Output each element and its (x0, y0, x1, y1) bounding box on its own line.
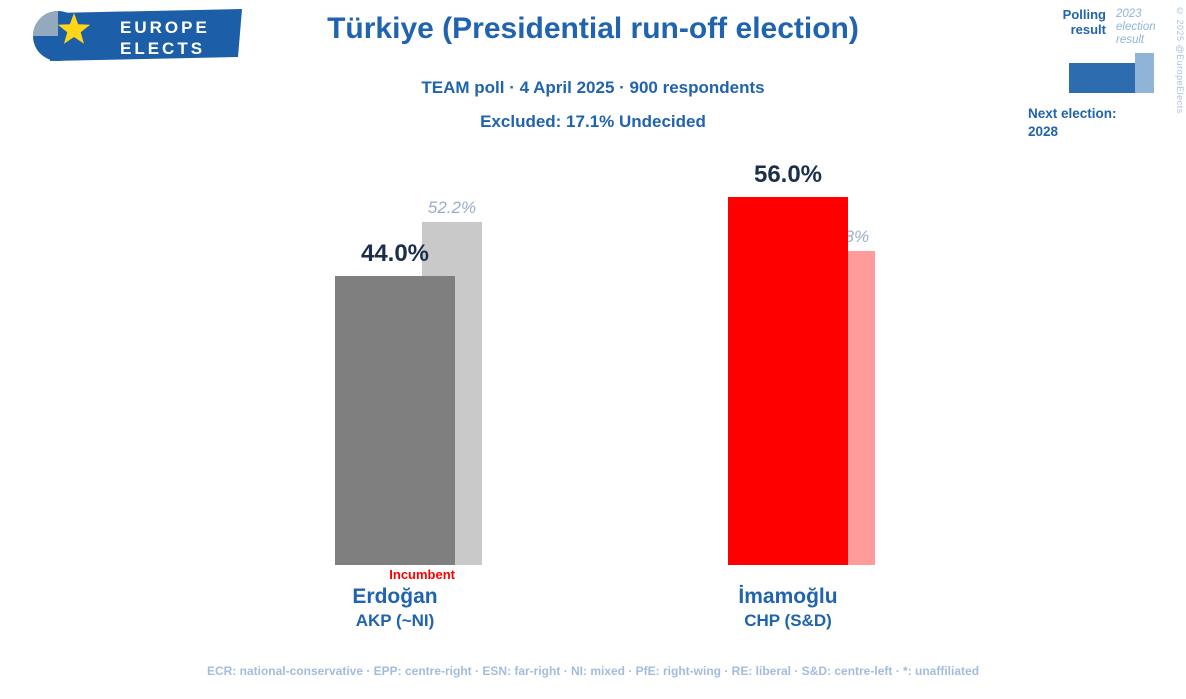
logo-text-line1: EUROPE (120, 18, 210, 37)
page-title: Türkiye (Presidential run-off election) (327, 12, 859, 45)
candidate-party: AKP (~NI) (355, 611, 435, 630)
legend-polling-bar-icon (1069, 62, 1135, 93)
legend-election-label: 2023 election result (1116, 8, 1156, 47)
candidate-name: Erdoğan (352, 585, 438, 608)
next-election: Next election: 2028 (1028, 105, 1168, 141)
excluded-note: Excluded: 17.1% Undecided (480, 112, 706, 131)
election-value: 52.2% (427, 198, 477, 218)
logo-banner (50, 9, 242, 61)
plot-area: 56.0% 47.8% (723, 145, 883, 565)
poll-value: 44.0% (360, 239, 430, 267)
logo-graphic: EUROPE ELECTS (33, 9, 242, 61)
candidate-group: 44.0% 52.2% Incumbent Erdoğan AKP (~NI) (330, 145, 490, 630)
logo-circle-segment (33, 11, 58, 36)
europe-elects-logo: EUROPE ELECTS (16, 6, 248, 71)
plot-area: 44.0% 52.2% (330, 145, 490, 565)
legend-election-bar-icon (1135, 52, 1154, 93)
candidate-party: CHP (S&D) (744, 611, 832, 630)
poll-subtitle: TEAM poll · 4 April 2025 · 900 responden… (421, 78, 765, 97)
star-icon (57, 13, 91, 44)
logo-text-line2: ELECTS (120, 39, 205, 58)
legend-bars (1028, 52, 1168, 93)
poll-value: 56.0% (753, 161, 823, 189)
next-election-year: 2028 (1028, 123, 1059, 139)
legend-labels: Polling result 2023 election result (1028, 7, 1168, 48)
poll-bar (728, 197, 848, 565)
party-group-key: ECR: national-conservative · EPP: centre… (206, 664, 980, 678)
poll-bar (335, 275, 455, 565)
copyright-note: © 2025 @EuropeElects (1175, 6, 1185, 114)
next-election-label: Next election: (1028, 105, 1117, 121)
chart-legend: Polling result 2023 election result Next… (1028, 7, 1168, 141)
incumbent-label: Incumbent (389, 567, 455, 582)
legend-polling-label: Polling result (1062, 7, 1106, 37)
candidate-group: 56.0% 47.8% İmamoğlu CHP (S&D) (723, 145, 883, 630)
candidate-name: İmamoğlu (738, 585, 838, 608)
